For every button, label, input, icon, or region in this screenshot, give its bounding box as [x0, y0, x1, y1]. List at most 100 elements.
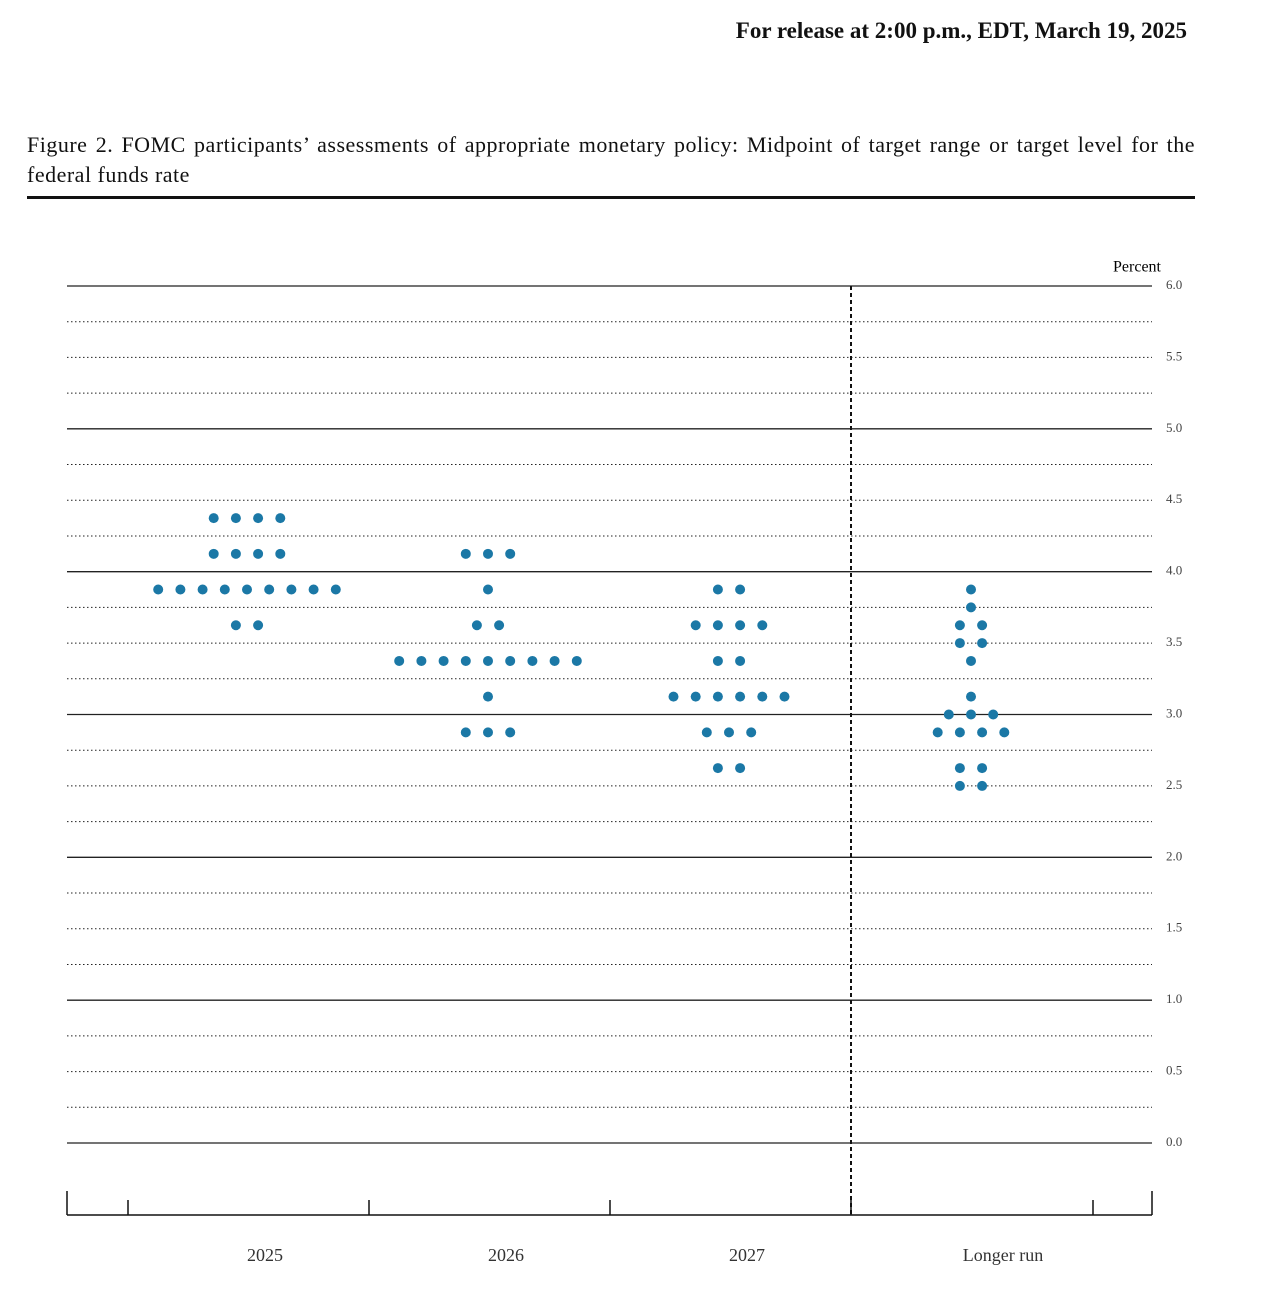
dot — [966, 602, 976, 613]
dot — [954, 620, 965, 631]
dot — [505, 727, 516, 738]
dot — [712, 691, 723, 702]
x-tick-label: Longer run — [963, 1245, 1043, 1265]
dot — [230, 620, 241, 631]
y-tick-label: 5.5 — [1166, 348, 1182, 363]
y-tick-label: 6.0 — [1166, 277, 1182, 292]
dot — [779, 691, 790, 702]
y-tick-label: 2.5 — [1166, 777, 1182, 792]
dot — [483, 584, 493, 595]
y-tick-label: 0.0 — [1166, 1134, 1182, 1149]
release-note: For release at 2:00 p.m., EDT, March 19,… — [735, 18, 1187, 43]
y-tick-label: 1.0 — [1166, 991, 1182, 1006]
dot — [483, 727, 493, 738]
dot — [954, 780, 965, 791]
dot — [527, 655, 538, 666]
dot — [757, 691, 768, 702]
dot — [208, 513, 219, 524]
dot — [690, 691, 701, 702]
dot — [966, 691, 976, 702]
dot — [549, 655, 560, 666]
dot — [966, 584, 976, 595]
dot — [308, 584, 319, 595]
dot — [954, 763, 965, 774]
dot — [712, 584, 723, 595]
dot — [977, 620, 988, 631]
y-tick-label: 1.5 — [1166, 920, 1182, 935]
dot — [954, 727, 965, 738]
dot — [712, 620, 723, 631]
dot — [977, 727, 988, 738]
dot — [460, 548, 471, 559]
dot — [208, 548, 219, 559]
dot — [483, 548, 493, 559]
dot — [735, 620, 746, 631]
dot — [242, 584, 252, 595]
dot — [735, 655, 746, 666]
dot — [712, 655, 723, 666]
dot — [668, 691, 679, 702]
y-tick-label: 3.5 — [1166, 634, 1182, 649]
dot — [690, 620, 701, 631]
dot — [735, 691, 746, 702]
dot — [330, 584, 341, 595]
dot — [735, 584, 746, 595]
dot — [977, 763, 988, 774]
y-tick-label: 4.0 — [1166, 563, 1182, 578]
dot — [253, 548, 264, 559]
dot — [735, 763, 746, 774]
y-tick-label: 3.0 — [1166, 705, 1182, 720]
y-tick-label: 2.0 — [1166, 848, 1182, 863]
dot — [460, 727, 471, 738]
x-tick-label: 2025 — [247, 1245, 283, 1265]
dot — [264, 584, 275, 595]
dot — [746, 727, 757, 738]
dot — [175, 584, 186, 595]
y-axis-label: Percent — [1113, 259, 1162, 276]
x-tick-label: 2027 — [729, 1245, 765, 1265]
dot — [416, 655, 427, 666]
y-tick-label: 4.5 — [1166, 491, 1182, 506]
dot — [253, 513, 264, 524]
dot — [483, 691, 493, 702]
dot — [701, 727, 712, 738]
dot — [153, 584, 164, 595]
dot — [977, 780, 988, 791]
dot — [932, 727, 943, 738]
dot — [505, 655, 516, 666]
x-tick-label: 2026 — [488, 1245, 524, 1265]
dot — [757, 620, 768, 631]
dot — [966, 655, 976, 666]
dot — [483, 655, 493, 666]
dot — [724, 727, 734, 738]
dot — [253, 620, 264, 631]
dot — [230, 548, 241, 559]
y-tick-label: 0.5 — [1166, 1063, 1182, 1078]
dot — [275, 548, 286, 559]
title-rule — [27, 196, 1195, 199]
x-axis — [66, 1191, 1153, 1216]
dot — [197, 584, 208, 595]
dot — [966, 709, 976, 720]
dot — [286, 584, 297, 595]
y-tick-label: 5.0 — [1166, 420, 1182, 435]
dot — [977, 638, 988, 649]
dot — [494, 620, 505, 631]
dot — [471, 620, 482, 631]
dot — [219, 584, 230, 595]
dot — [394, 655, 405, 666]
dot — [988, 709, 999, 720]
dot — [999, 727, 1010, 738]
dot — [571, 655, 582, 666]
dot — [460, 655, 471, 666]
dot — [505, 548, 516, 559]
figure-title: Figure 2. FOMC participants’ assessments… — [27, 132, 1195, 187]
dot — [954, 638, 965, 649]
dot — [943, 709, 954, 720]
dot — [230, 513, 241, 524]
dot — [275, 513, 286, 524]
dot — [438, 655, 449, 666]
dot — [712, 763, 723, 774]
